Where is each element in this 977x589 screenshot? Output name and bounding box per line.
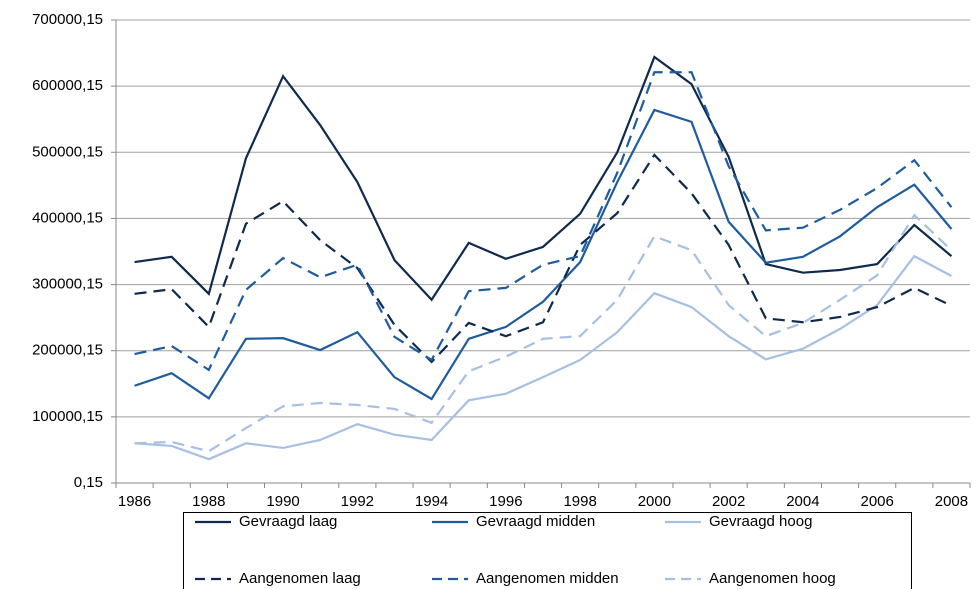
x-tick-label: 1992 [341,493,374,510]
series-line [134,213,953,453]
legend-label: Gevraagd laag [239,513,337,530]
legend-label: Aangenomen midden [476,570,619,587]
y-tick-label: 0,15 [74,474,103,491]
y-tick-label: 500000,15 [32,143,103,160]
x-tick-label: 1990 [266,493,299,510]
y-tick-label: 200000,15 [32,342,103,359]
y-tick-label: 700000,15 [32,11,103,28]
x-tick-label: 1988 [192,493,225,510]
series-line [134,71,953,372]
x-tick-label: 2002 [712,493,745,510]
series-line [134,55,953,302]
y-tick-label: 300000,15 [32,276,103,293]
y-tick-label: 400000,15 [32,209,103,226]
x-tick-label: 1996 [489,493,522,510]
x-tick-label: 1998 [563,493,596,510]
x-tick-label: 2000 [638,493,671,510]
y-tick-label: 100000,15 [32,408,103,425]
x-tick-label: 2006 [860,493,893,510]
legend-box [183,512,912,589]
legend-label: Gevraagd hoog [709,513,812,530]
x-tick-label: 2008 [935,493,968,510]
series-line [134,153,952,364]
legend-label: Gevraagd midden [476,513,595,530]
x-tick-label: 2004 [786,493,819,510]
y-tick-label: 600000,15 [32,77,103,94]
series-line [134,254,952,461]
legend-label: Aangenomen hoog [709,570,836,587]
legend-label: Aangenomen laag [239,570,361,587]
x-tick-label: 1994 [415,493,448,510]
x-tick-label: 1986 [118,493,151,510]
legend: Gevraagd laag Gevraagd midden Gevraagd hoo… [183,512,912,589]
series-line [134,108,953,401]
